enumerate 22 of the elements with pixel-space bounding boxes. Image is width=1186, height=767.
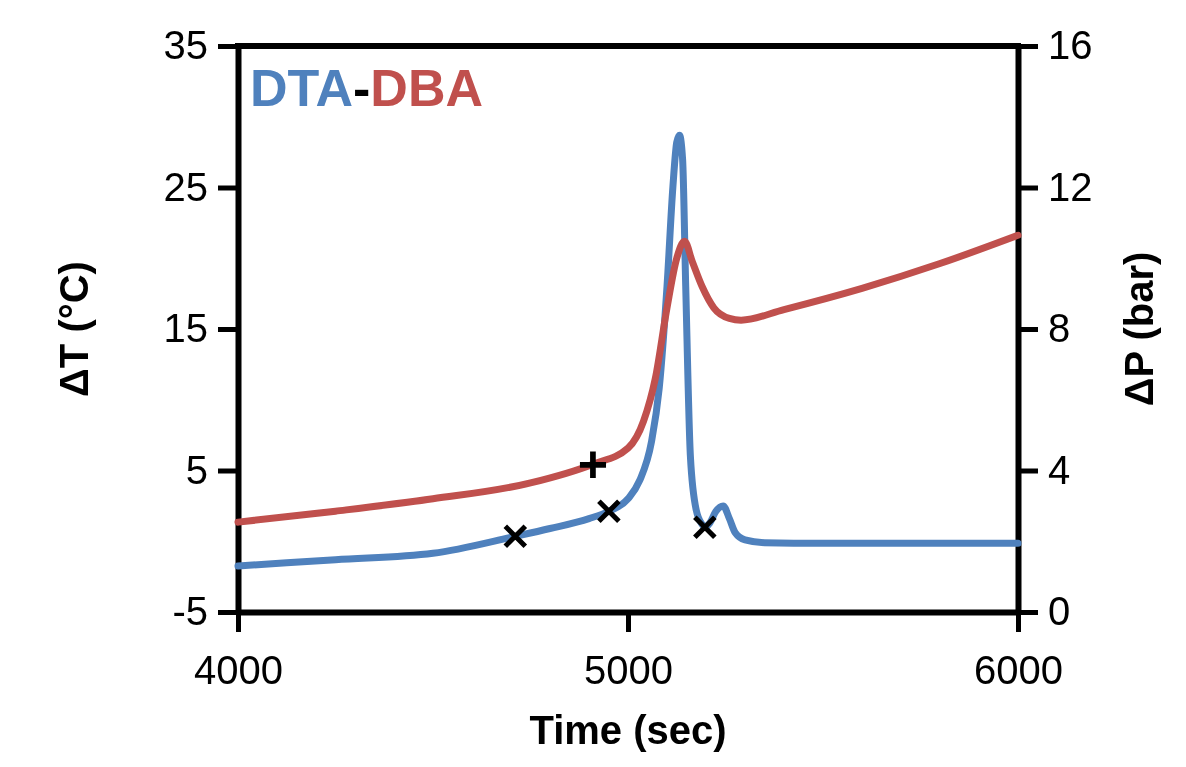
- point: [596, 498, 622, 524]
- y2-tick-label: 0: [1048, 589, 1071, 634]
- x-tick-label: 5000: [584, 648, 673, 693]
- y-tick-label: 5: [185, 447, 208, 492]
- text: DTA: [250, 59, 354, 117]
- y2-tick-label: 4: [1048, 447, 1071, 492]
- point: [502, 523, 528, 549]
- y-tick-label: -5: [172, 589, 208, 634]
- text: DBA: [370, 59, 484, 117]
- annotation: -: [353, 59, 371, 117]
- y2-tick-label: 8: [1048, 306, 1071, 351]
- y-tick-label: 35: [163, 23, 208, 68]
- y-axis-title: ΔT (°C): [52, 261, 96, 397]
- point: [692, 514, 718, 540]
- y2-tick-label: 12: [1048, 164, 1093, 209]
- y2-axis-title: ΔP (bar): [1117, 251, 1161, 407]
- x-tick-label: 4000: [194, 648, 283, 693]
- x-tick-label: 6000: [974, 648, 1063, 693]
- x-axis-title: Time (sec): [529, 708, 727, 752]
- y-tick-label: 15: [163, 306, 208, 351]
- y-tick-label: 25: [163, 164, 208, 209]
- y2-tick-label: 16: [1048, 23, 1093, 68]
